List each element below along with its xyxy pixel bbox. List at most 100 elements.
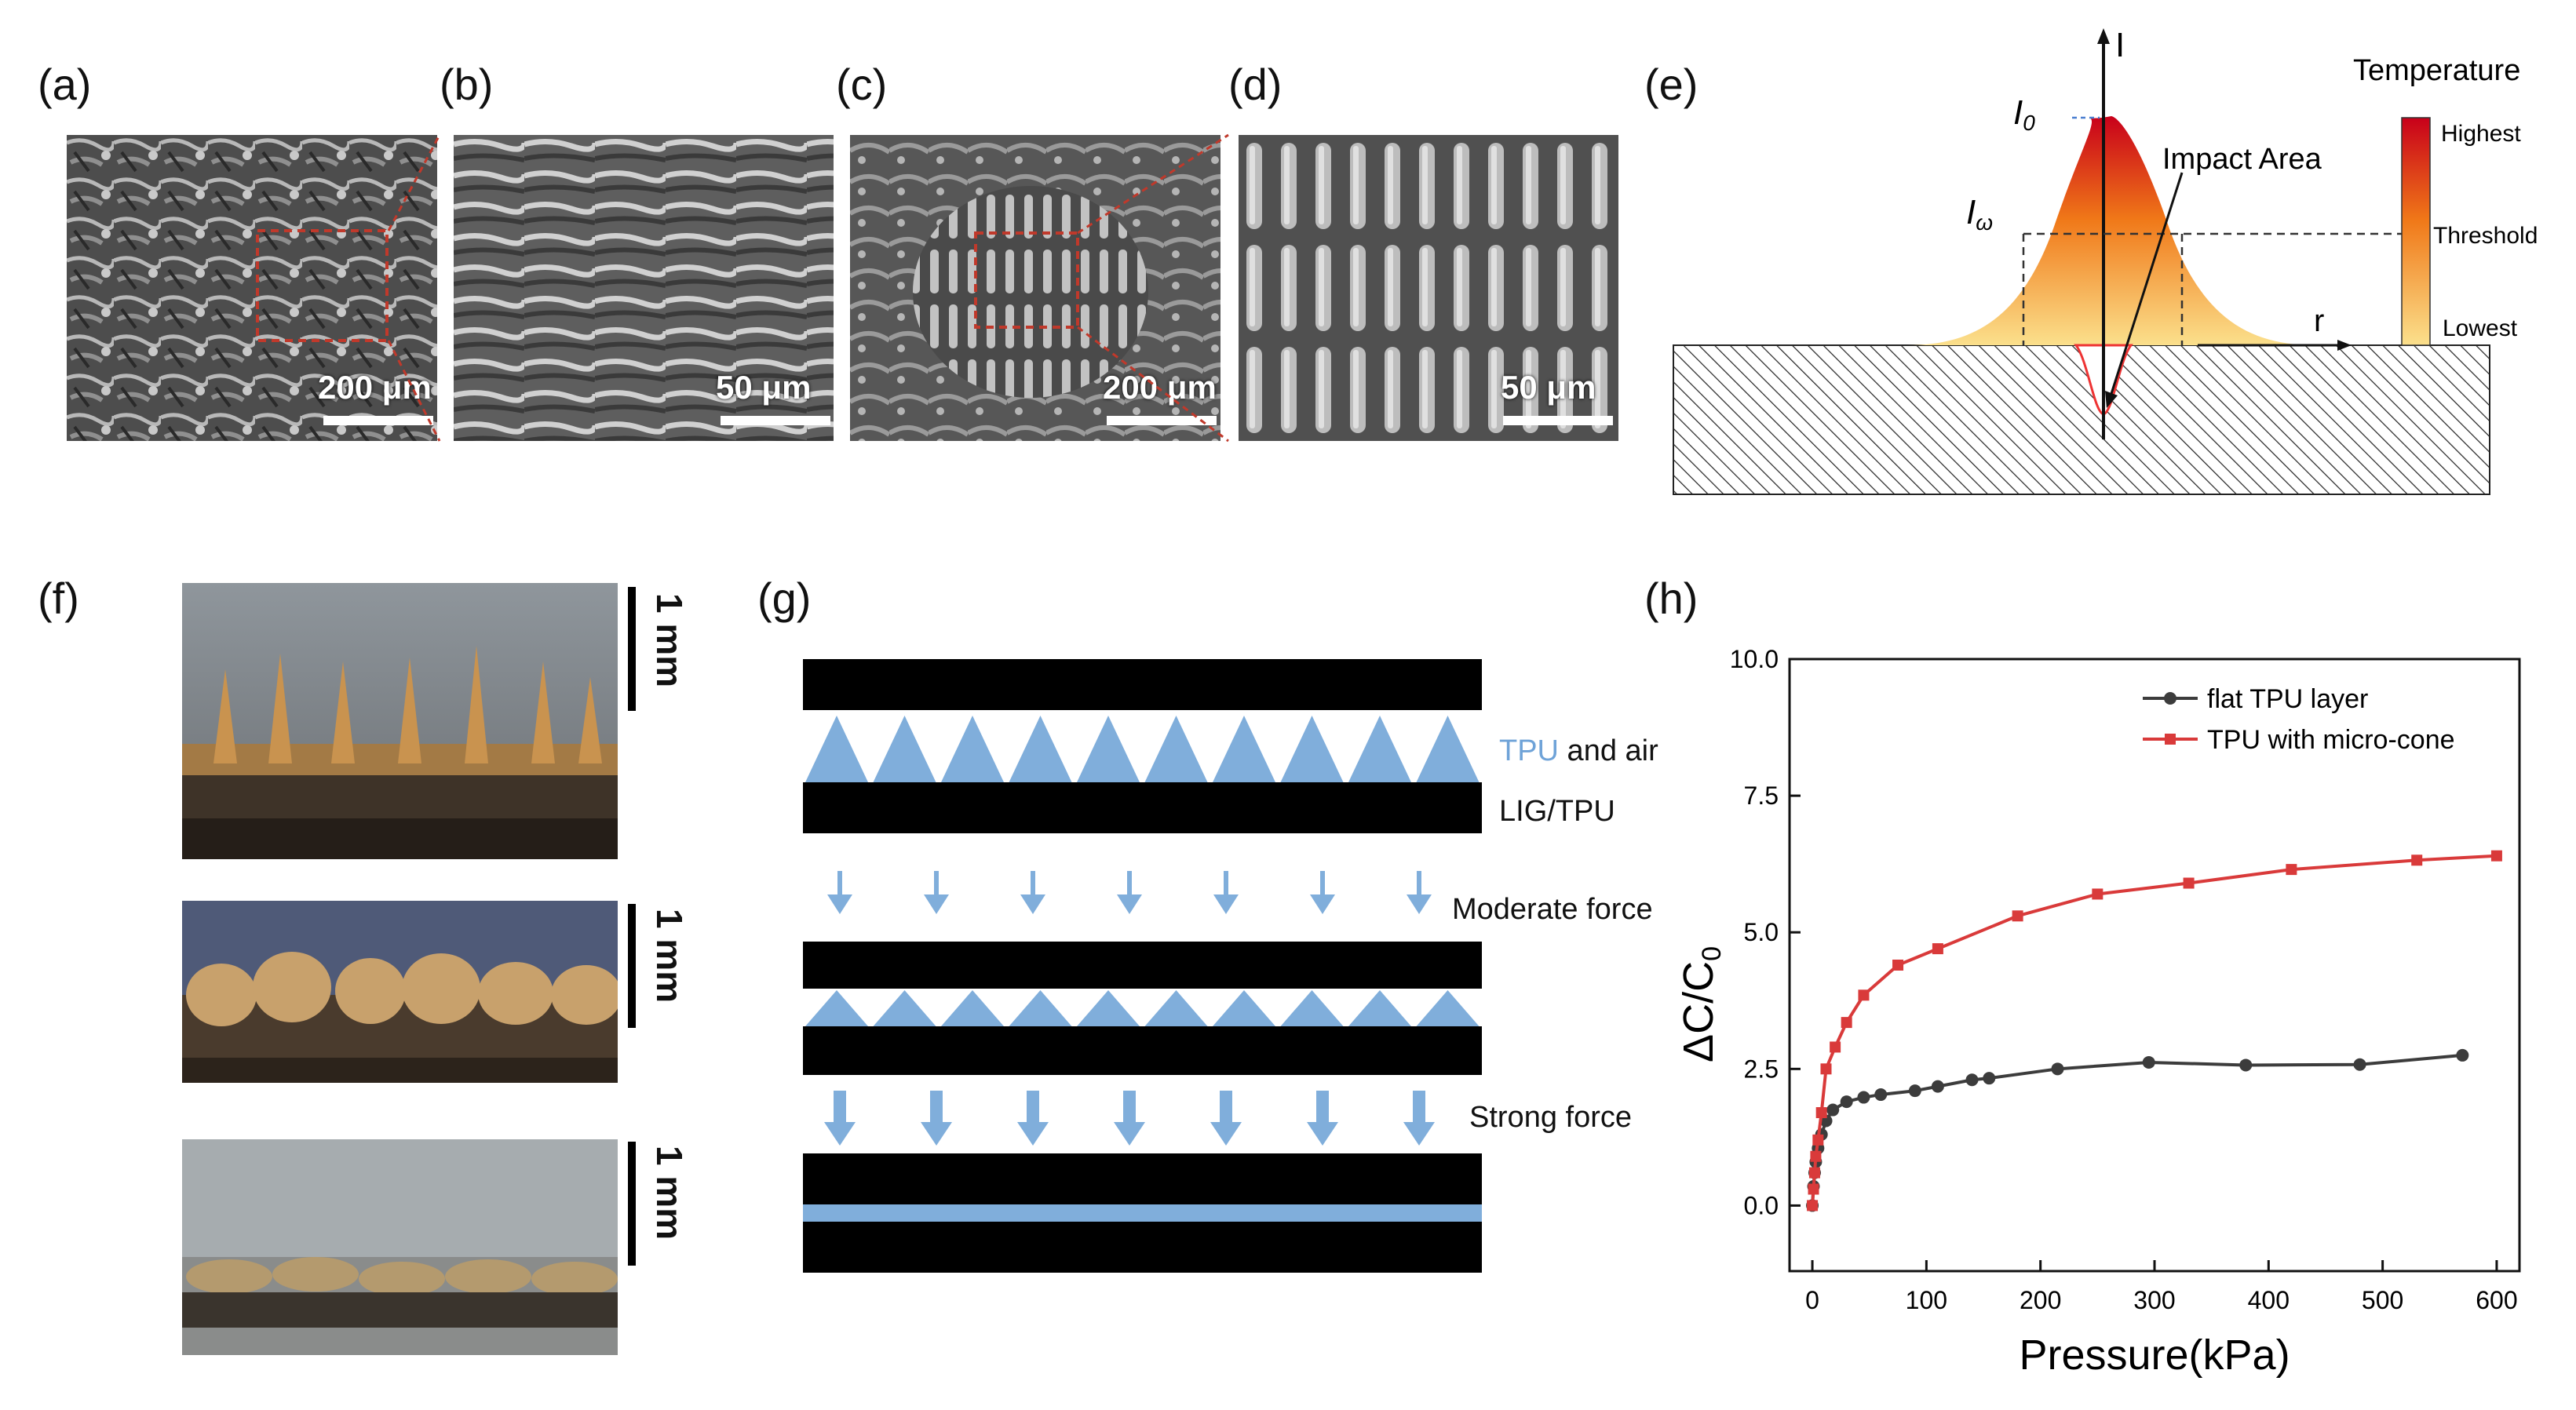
micro-cone: [1416, 716, 1480, 782]
y-tick-label: 10.0: [1730, 645, 1779, 673]
panel-label-e: (e): [1644, 60, 1698, 109]
data-point: [2051, 1062, 2064, 1076]
scale-bar-b: [721, 416, 830, 425]
moderate-force-arrow: [1117, 871, 1142, 914]
micro-cone-row-2: [805, 990, 1480, 1026]
data-point: [2353, 1058, 2366, 1071]
scale-bar-text-d: 50 μm: [1501, 369, 1596, 406]
top-electrode-2: [803, 942, 1482, 989]
data-point: [1908, 1084, 1921, 1098]
panel-label-b: (b): [440, 60, 494, 109]
scale-bar-text-f2: 1 mm: [649, 909, 690, 1004]
compressed-cone: [1416, 990, 1480, 1026]
micro-cone-row-1: [805, 716, 1480, 782]
flattened-tpu-layer: [803, 1204, 1482, 1222]
data-point: [1820, 1063, 1832, 1075]
y-tick-label: 2.5: [1744, 1055, 1779, 1083]
y-tick-label: 5.0: [1744, 918, 1779, 946]
data-point: [1857, 1091, 1870, 1104]
legend-entry: TPU with micro-cone: [2143, 725, 2455, 755]
axis-r-label: r: [2314, 304, 2324, 338]
scale-bar-text-c: 200 μm: [1103, 369, 1217, 406]
compressed-cone: [1280, 990, 1344, 1026]
micro-cone: [1009, 716, 1072, 782]
x-tick-label: 400: [2248, 1286, 2290, 1314]
data-point: [2183, 877, 2195, 889]
data-point: [1815, 1107, 1827, 1119]
sem-image-d: [1239, 135, 1618, 441]
photo-micro-cone: [182, 583, 618, 859]
x-tick-label: 300: [2133, 1286, 2175, 1314]
compressed-cone: [873, 990, 936, 1026]
y-axis-label: ΔC/C0: [1675, 946, 1727, 1062]
micro-cone: [873, 716, 936, 782]
data-point: [1808, 1183, 1819, 1195]
highest-label: Highest: [2441, 121, 2521, 147]
moderate-force-label: Moderate force: [1452, 893, 1653, 926]
x-tick-label: 0: [1805, 1286, 1819, 1314]
bottom-electrode-3: [803, 1222, 1482, 1273]
strong-force-arrow: [1403, 1091, 1435, 1146]
compressed-cone: [1348, 990, 1411, 1026]
data-point: [2411, 854, 2423, 866]
scale-bar-text-a: 200 μm: [318, 369, 432, 406]
scale-bar-text-f1: 1 mm: [649, 593, 690, 688]
gaussian-beam: [1907, 116, 2315, 345]
data-point: [1858, 989, 1870, 1001]
micro-cone: [1077, 716, 1140, 782]
strong-force-arrow: [1307, 1091, 1338, 1146]
data-point: [1808, 1167, 1820, 1179]
moderate-force-arrow: [1310, 871, 1335, 914]
strong-force-arrow: [824, 1091, 856, 1146]
micro-cone: [1213, 716, 1275, 782]
panel-label-h: (h): [1644, 574, 1698, 623]
lowest-label: Lowest: [2443, 315, 2518, 341]
x-tick-label: 600: [2476, 1286, 2517, 1314]
scale-bar-text-f3: 1 mm: [649, 1146, 690, 1241]
x-tick-label: 100: [1906, 1286, 1947, 1314]
scale-bar-d: [1503, 416, 1613, 425]
data-point: [1830, 1041, 1841, 1053]
compressed-cone: [1144, 990, 1208, 1026]
top-electrode-1: [803, 659, 1482, 710]
i0-label: I0: [2013, 93, 2035, 135]
bottom-electrode-2: [803, 1026, 1482, 1075]
data-point: [1810, 1150, 1822, 1162]
compressed-cone: [1213, 990, 1275, 1026]
y-tick-label: 7.5: [1744, 782, 1779, 810]
data-point: [2092, 888, 2103, 900]
data-point: [1807, 1200, 1819, 1211]
compressed-cone: [1077, 990, 1140, 1026]
data-point: [1892, 960, 1904, 971]
x-axis-label: Pressure(kPa): [2019, 1332, 2290, 1379]
data-point: [2239, 1058, 2253, 1072]
data-point: [2286, 864, 2297, 876]
panel-label-d: (d): [1228, 60, 1283, 109]
panel-label-f: (f): [38, 574, 79, 623]
series-line: [1811, 1053, 2463, 1206]
moderate-force-arrow: [924, 871, 949, 914]
data-point: [1841, 1017, 1852, 1029]
data-point: [2012, 910, 2023, 922]
x-tick-label: 200: [2020, 1286, 2061, 1314]
micro-cone: [1348, 716, 1411, 782]
moderate-force-arrow: [1407, 871, 1432, 914]
moderate-force-arrow: [1020, 871, 1045, 914]
panel-label-c: (c): [836, 60, 888, 109]
panel-label-a: (a): [38, 60, 92, 109]
scale-bar-f1: [628, 587, 636, 711]
data-point: [2490, 850, 2502, 862]
scale-bar-a: [323, 416, 433, 425]
panel-label-g: (g): [757, 574, 812, 623]
laser-schematic: I r I0 Iω Impact Area Temperature Highes…: [1673, 26, 2538, 495]
data-point: [2456, 1048, 2469, 1062]
series-flat-tpu: [1806, 1048, 2469, 1212]
scale-bar-c: [1107, 416, 1217, 425]
micro-cone: [1144, 716, 1208, 782]
top-electrode-3: [803, 1153, 1482, 1204]
temperature-colorbar: [2401, 117, 2431, 346]
legend-entry: flat TPU layer: [2143, 684, 2368, 714]
micro-cone: [941, 716, 1004, 782]
compression-schematic: [803, 659, 1482, 1273]
threshold-label: Threshold: [2433, 223, 2538, 249]
